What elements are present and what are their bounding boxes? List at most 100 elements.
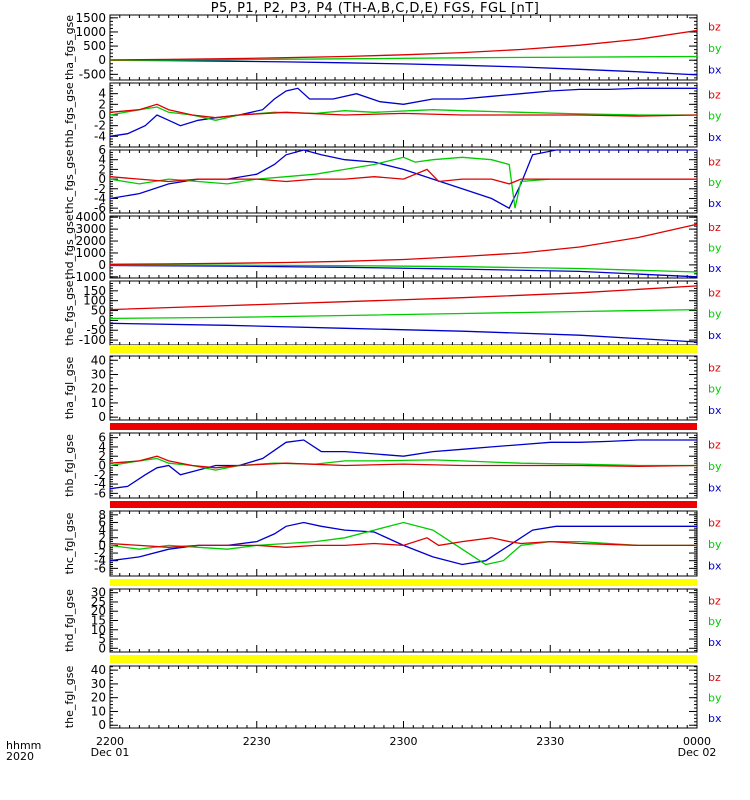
y-tick-label: 10 <box>91 396 106 410</box>
y-tick-label: 40 <box>91 663 106 677</box>
series-bz-line <box>109 537 697 548</box>
y-tick-label: -4 <box>94 477 106 491</box>
y-tick-label: 4 <box>98 440 106 454</box>
legend-by: by <box>708 242 722 255</box>
y-tick-label: 50 <box>91 304 106 318</box>
y-tick-label: 0 <box>98 108 106 122</box>
legend-by: by <box>708 460 722 473</box>
series-by-line <box>109 264 698 273</box>
y-tick-label: -4 <box>94 554 106 568</box>
y-tick-label: 3000 <box>75 222 106 236</box>
legend-bz: bz <box>708 594 721 607</box>
series-bz-line <box>109 168 697 185</box>
legend-by: by <box>708 308 722 321</box>
x-tick-label: 2300 <box>390 735 418 748</box>
y-tick-label: 40 <box>91 353 106 367</box>
y-tick-label: 20 <box>91 382 106 396</box>
y-tick-label: 100 <box>83 294 106 308</box>
y-axis-label: thc_fgs_gse <box>63 149 76 214</box>
y-tick-label: 0 <box>98 459 106 473</box>
series-bx-line <box>109 87 697 137</box>
y-tick-label: -2 <box>94 468 106 482</box>
y-tick-label: 1000 <box>75 25 106 39</box>
y-tick-label: 150 <box>83 284 106 298</box>
legend-bz: bz <box>708 517 721 530</box>
series-bz-line <box>109 285 698 311</box>
y-tick-label: 1000 <box>75 246 106 260</box>
legend-bx: bx <box>708 712 722 725</box>
y-tick-label: 30 <box>91 586 106 600</box>
legend-by: by <box>708 383 722 396</box>
legend-bz: bz <box>708 89 721 102</box>
y-tick-label: 5 <box>98 632 106 646</box>
legend-bx: bx <box>708 404 722 417</box>
y-tick-label: 500 <box>83 39 106 53</box>
series-by-line <box>109 55 698 62</box>
y-tick-label: 6 <box>98 431 106 445</box>
y-tick-label: 1500 <box>75 11 106 25</box>
y-axis-label: thd_fgl_gse <box>63 589 76 652</box>
x-tick-label: 2200 <box>96 735 124 748</box>
y-tick-label: 6 <box>98 515 106 529</box>
y-tick-label: 6 <box>98 143 106 157</box>
y-axis-label: the_fgl_gse <box>63 666 76 729</box>
y-tick-label: 4 <box>98 523 106 537</box>
legend-bz: bz <box>708 155 721 168</box>
legend-by: by <box>708 692 722 705</box>
x-axis-label-year: 2020 <box>6 750 34 763</box>
panel-frame <box>109 588 698 653</box>
y-tick-label: 0 <box>98 718 106 732</box>
series-bx-line <box>109 264 698 278</box>
y-tick-label: 8 <box>98 508 106 522</box>
y-tick-label: -4 <box>94 191 106 205</box>
y-tick-label: -2 <box>94 182 106 196</box>
series-bz-line <box>109 455 698 469</box>
legend-by: by <box>708 42 722 55</box>
y-tick-label: 4000 <box>75 210 106 224</box>
series-by-line <box>109 156 697 209</box>
y-tick-label: -1000 <box>71 270 106 284</box>
legend-bx: bx <box>708 131 722 144</box>
panel-frame <box>109 355 698 421</box>
y-tick-label: 30 <box>91 677 106 691</box>
y-tick-label: 2 <box>98 97 106 111</box>
y-tick-label: 0 <box>98 172 106 186</box>
series-bx-line <box>109 59 698 76</box>
y-tick-label: 0 <box>98 258 106 272</box>
series-bz-line <box>109 103 698 119</box>
y-tick-label: 25 <box>91 595 106 609</box>
legend-bx: bx <box>708 262 722 275</box>
legend-by: by <box>708 176 722 189</box>
y-tick-label: -2 <box>94 546 106 560</box>
chart-title: P5, P1, P2, P3, P4 (TH-A,B,C,D,E) FGS, F… <box>210 1 540 16</box>
y-tick-label: 10 <box>91 623 106 637</box>
y-tick-label: 2 <box>98 162 106 176</box>
y-tick-label: 20 <box>91 691 106 705</box>
legend-bz: bz <box>708 287 721 300</box>
legend-bz: bz <box>708 671 721 684</box>
y-axis-label: thb_fgs_gse <box>63 82 76 148</box>
y-axis-label: tha_fgs_gse <box>63 15 76 80</box>
legend-bz: bz <box>708 439 721 452</box>
y-axis-label: thb_fgl_gse <box>63 434 76 497</box>
y-axis-label: thd_fgs_gse <box>63 214 76 280</box>
y-tick-label: 15 <box>91 614 106 628</box>
flag-bar-red <box>110 501 697 508</box>
series-bz-line <box>109 223 698 265</box>
y-axis-label: tha_fgl_gse <box>63 357 76 420</box>
y-tick-label: 0 <box>98 53 106 67</box>
y-tick-label: 0 <box>98 641 106 655</box>
flag-bar-yellow <box>110 579 697 586</box>
y-tick-label: 4 <box>98 153 106 167</box>
y-tick-label: 30 <box>91 367 106 381</box>
y-tick-label: 10 <box>91 704 106 718</box>
y-tick-label: 0 <box>98 538 106 552</box>
legend-bz: bz <box>708 362 721 375</box>
y-tick-label: -100 <box>79 333 106 347</box>
x-tick-sublabel: Dec 02 <box>678 746 717 759</box>
flag-bar-red <box>110 423 697 430</box>
y-tick-label: 2 <box>98 531 106 545</box>
series-bx-line <box>109 439 697 490</box>
x-tick-sublabel: Dec 01 <box>91 746 130 759</box>
